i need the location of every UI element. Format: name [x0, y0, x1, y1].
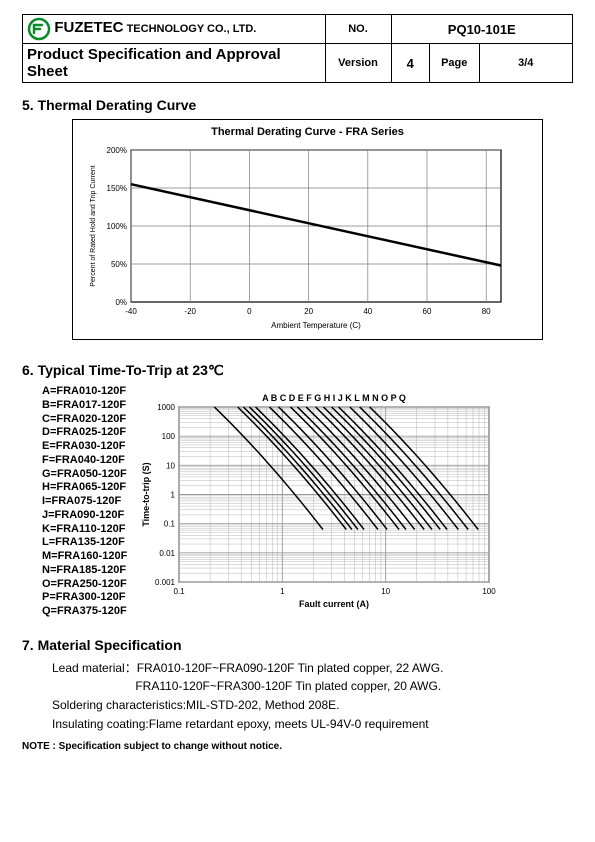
- version-label: Version: [325, 44, 391, 83]
- section6-heading: 6. Typical Time-To-Trip at 23℃: [22, 362, 573, 379]
- material-spec-body: Lead material：FRA010-120F~FRA090-120F Ti…: [52, 659, 573, 733]
- svg-text:60: 60: [423, 307, 432, 316]
- doc-header: FUZETEC TECHNOLOGY CO., LTD. NO. PQ10-10…: [22, 14, 573, 83]
- svg-text:1: 1: [171, 491, 176, 500]
- section7-heading: 7. Material Specification: [22, 637, 573, 653]
- ttt-chart-svg: 0.1 1 10 100 0.001 0.01 0.1 1 10 100 1000 A B C D E…: [137, 385, 497, 610]
- page-value: 3/4: [479, 44, 573, 83]
- svg-text:1: 1: [280, 587, 285, 596]
- svg-text:10: 10: [166, 461, 175, 470]
- svg-text:1000: 1000: [158, 403, 176, 412]
- svg-text:100: 100: [162, 432, 176, 441]
- svg-text:50%: 50%: [111, 260, 127, 269]
- svg-text:0.01: 0.01: [160, 549, 176, 558]
- company-name-big: FUZETEC: [54, 19, 123, 36]
- doc-number: PQ10-101E: [391, 15, 573, 44]
- svg-text:-40: -40: [125, 307, 137, 316]
- section5-heading: 5. Thermal Derating Curve: [22, 97, 573, 113]
- footnote: NOTE : Specification subject to change w…: [22, 741, 573, 752]
- legend-item: M=FRA160-120F: [42, 550, 127, 564]
- svg-text:100%: 100%: [107, 222, 127, 231]
- legend-item: P=FRA300-120F: [42, 591, 127, 605]
- svg-text:40: 40: [363, 307, 372, 316]
- legend-item: N=FRA185-120F: [42, 564, 127, 578]
- material-line: Lead material：FRA010-120F~FRA090-120F Ti…: [52, 659, 573, 678]
- legend-item: I=FRA075-120F: [42, 495, 127, 509]
- thermal-chart-svg: 0% 50% 100% 150% 200% -40 -20 0 20 40 60 80 Ambient …: [83, 142, 513, 332]
- legend-item: C=FRA020-120F: [42, 413, 127, 427]
- legend-item: E=FRA030-120F: [42, 440, 127, 454]
- legend-item: G=FRA050-120F: [42, 468, 127, 482]
- svg-text:0.1: 0.1: [164, 520, 176, 529]
- legend-item: L=FRA135-120F: [42, 536, 127, 550]
- company-cell: FUZETEC TECHNOLOGY CO., LTD.: [23, 15, 326, 44]
- legend-item: A=FRA010-120F: [42, 385, 127, 399]
- company-name-small: TECHNOLOGY CO., LTD.: [124, 23, 257, 35]
- svg-text:20: 20: [304, 307, 313, 316]
- page-label: Page: [430, 44, 480, 83]
- svg-text:Percent of Rated Hold and Trip: Percent of Rated Hold and Trip Current: [90, 165, 97, 286]
- legend-item: O=FRA250-120F: [42, 578, 127, 592]
- legend-item: D=FRA025-120F: [42, 426, 127, 440]
- svg-text:Fault current (A): Fault current (A): [299, 599, 369, 609]
- legend-item: H=FRA065-120F: [42, 481, 127, 495]
- svg-text:0.1: 0.1: [174, 587, 186, 596]
- doc-title: Product Specification and Approval Sheet: [23, 44, 326, 83]
- thermal-chart: Thermal Derating Curve - FRA Series 0% 50…: [72, 119, 543, 340]
- svg-text:0%: 0%: [115, 298, 127, 307]
- svg-text:Time-to-trip (S): Time-to-trip (S): [141, 462, 151, 526]
- svg-text:-20: -20: [184, 307, 196, 316]
- material-line: Insulating coating:Flame retardant epoxy…: [52, 715, 573, 734]
- legend-item: K=FRA110-120F: [42, 523, 127, 537]
- svg-text:80: 80: [482, 307, 491, 316]
- svg-text:200%: 200%: [107, 146, 127, 155]
- svg-text:A B C D E F G H I J: A B C D E F G H I J K L M N O P Q: [262, 393, 406, 403]
- material-line: FRA110-120F~FRA300-120F Tin plated coppe…: [52, 677, 573, 696]
- legend-item: J=FRA090-120F: [42, 509, 127, 523]
- legend-item: Q=FRA375-120F: [42, 605, 127, 619]
- legend-item: B=FRA017-120F: [42, 399, 127, 413]
- svg-text:0: 0: [247, 307, 252, 316]
- svg-text:100: 100: [483, 587, 497, 596]
- svg-text:150%: 150%: [107, 184, 127, 193]
- svg-text:Ambient Temperature (C): Ambient Temperature (C): [271, 321, 361, 330]
- svg-text:0.001: 0.001: [155, 578, 176, 587]
- version-value: 4: [391, 44, 430, 83]
- logo-icon: [27, 17, 51, 41]
- ttt-legend: A=FRA010-120FB=FRA017-120FC=FRA020-120FD…: [42, 385, 127, 619]
- legend-item: F=FRA040-120F: [42, 454, 127, 468]
- svg-text:10: 10: [382, 587, 391, 596]
- thermal-chart-title: Thermal Derating Curve - FRA Series: [83, 126, 532, 138]
- material-line: Soldering characteristics:MIL-STD-202, M…: [52, 696, 573, 715]
- no-label: NO.: [325, 15, 391, 44]
